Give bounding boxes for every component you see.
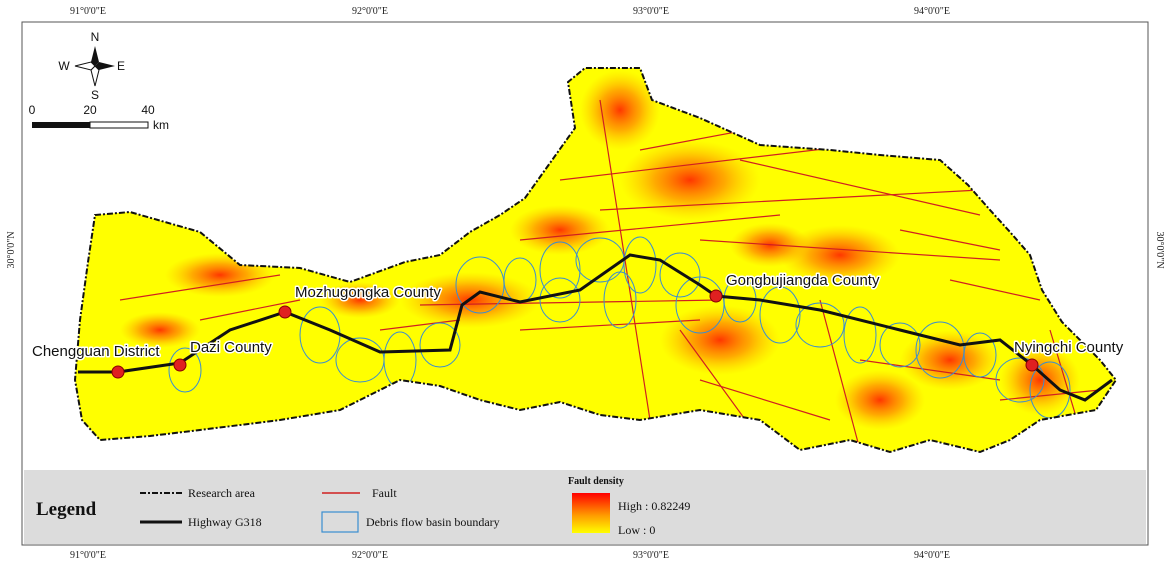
density-hotspot	[660, 305, 780, 375]
grid-label: 93°0'0"E	[633, 550, 669, 561]
legend-label: Fault density	[568, 476, 624, 487]
grid-label: 93°0'0"E	[633, 6, 669, 17]
place-label: Mozhugongka County	[295, 284, 441, 301]
debris-basin	[539, 277, 581, 323]
fault	[419, 299, 721, 306]
debris-basin	[843, 306, 877, 364]
grid-label: 92°0'0"E	[352, 6, 388, 17]
places: Chengguan District Dazi County Mozhugongka…	[31, 271, 1125, 379]
density-hotspot	[900, 330, 1000, 390]
debris-basin	[759, 286, 801, 344]
debris-basin	[603, 271, 637, 329]
debris-basin	[659, 252, 701, 298]
research-area	[73, 67, 1118, 454]
fault	[199, 299, 301, 321]
grid-label: 92°0'0"E	[352, 550, 388, 561]
fault	[119, 274, 281, 301]
fault	[599, 189, 981, 211]
legend-symbol	[572, 493, 610, 533]
compass-n: N	[91, 30, 100, 44]
density-hotspot	[510, 205, 610, 255]
density-hotspot	[835, 370, 925, 430]
grid-label: 30°0'0"N	[1154, 231, 1165, 268]
legend-label: High : 0.82249	[618, 499, 690, 513]
fault	[519, 214, 781, 241]
place-label: Nyingchi County	[1014, 339, 1124, 356]
density-hotspot	[780, 225, 900, 285]
scale-label: 40	[141, 103, 155, 117]
density-hotspot	[580, 70, 660, 150]
legend-label: Highway G318	[188, 515, 262, 529]
city-marker	[278, 305, 292, 319]
grid-label: 94°0'0"E	[914, 6, 950, 17]
fault	[699, 239, 1001, 261]
fault	[899, 229, 1001, 251]
scale-label: 20	[83, 103, 97, 117]
fault	[819, 299, 861, 451]
debris-basin	[168, 347, 202, 393]
fault	[379, 319, 461, 331]
debris-basin	[623, 236, 657, 294]
debris-basin	[795, 302, 845, 348]
legend-label: Fault	[372, 486, 397, 500]
debris-basin	[963, 332, 997, 378]
legend-label: Debris flow basin boundary	[366, 515, 500, 529]
legend-label: Research area	[188, 486, 256, 500]
grid-label: 91°0'0"E	[70, 6, 106, 17]
research-area-boundary	[73, 67, 1118, 454]
place-label: Dazi County	[190, 339, 272, 356]
place-label: Gongbujiangda County	[726, 272, 880, 289]
city-marker	[1025, 358, 1039, 372]
density	[119, 70, 1101, 451]
compass-e: E	[117, 59, 125, 73]
compass-w: W	[58, 59, 70, 73]
city-marker	[709, 289, 723, 303]
legend-symbol	[321, 511, 359, 533]
fault	[999, 389, 1101, 401]
legend-title: Legend	[36, 499, 97, 520]
city-marker	[173, 358, 187, 372]
fault	[949, 279, 1041, 301]
debris-basin	[879, 322, 921, 368]
legend: Legend Research area Highway G318 Fault …	[36, 476, 690, 537]
debris-basin	[419, 322, 461, 368]
density-hotspot	[320, 282, 400, 318]
fault	[739, 159, 981, 216]
legend-label: Low : 0	[618, 523, 655, 537]
scale-label: 0	[29, 103, 36, 117]
grid-label: 30°0'0"N	[6, 231, 17, 268]
compass-s: S	[91, 88, 99, 102]
place-label: Chengguan District	[32, 343, 160, 360]
grid-label: 91°0'0"E	[70, 550, 106, 561]
scale-unit: km	[153, 118, 169, 132]
debris-basin	[539, 241, 581, 299]
grid-label: 94°0'0"E	[914, 550, 950, 561]
debris-basin	[995, 357, 1045, 403]
city-marker	[111, 365, 125, 379]
scale-bar: 0 20 40 km	[29, 103, 169, 132]
area-fill	[75, 68, 1116, 452]
density-hotspot	[120, 312, 200, 348]
fault	[699, 379, 831, 421]
compass: N S W E	[58, 30, 125, 102]
fault	[519, 319, 701, 331]
